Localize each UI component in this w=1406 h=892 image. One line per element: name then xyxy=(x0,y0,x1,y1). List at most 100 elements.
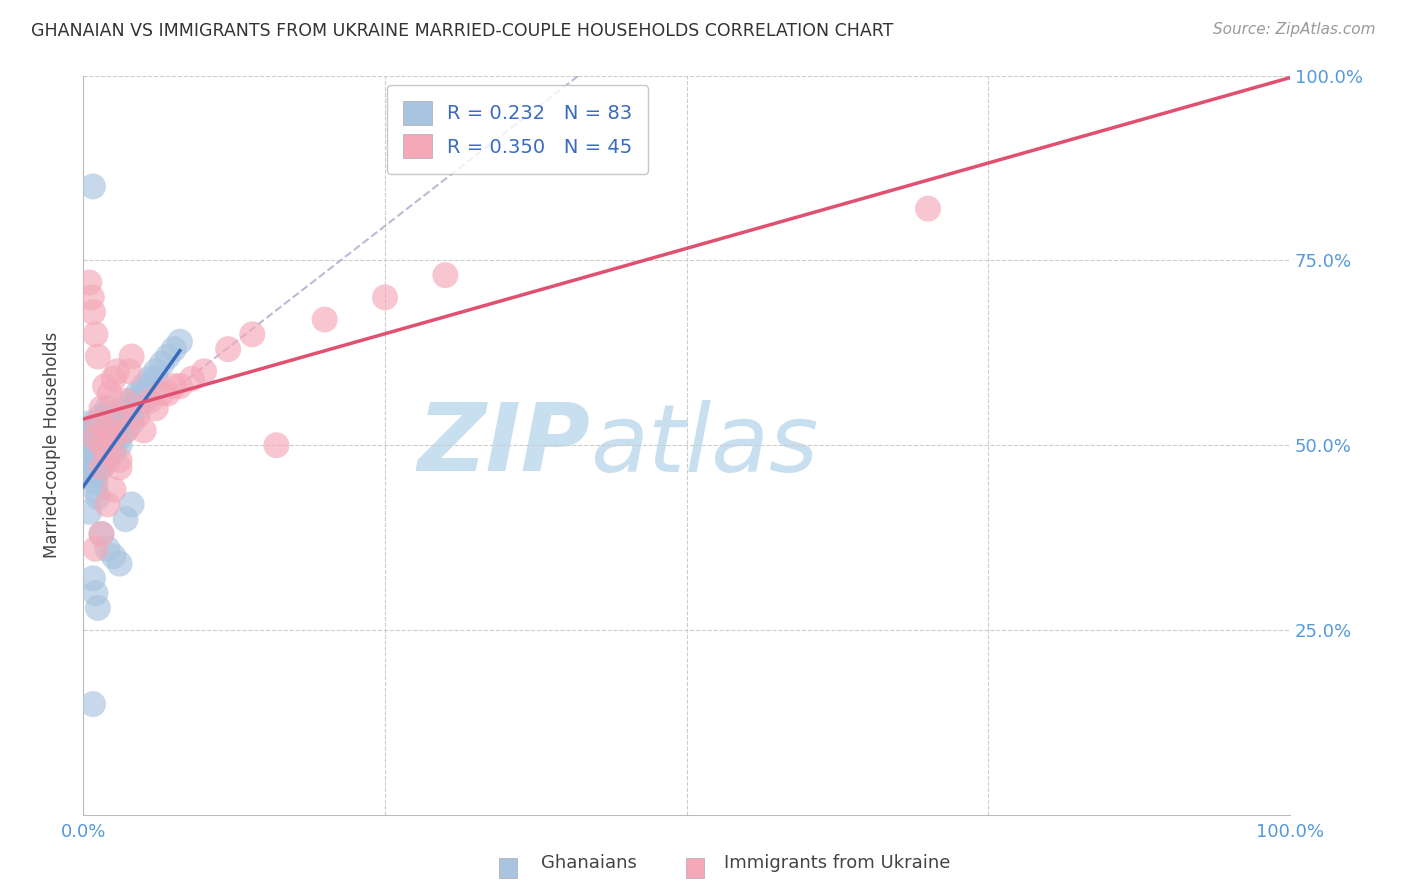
Point xyxy=(132,379,155,393)
Text: Immigrants from Ukraine: Immigrants from Ukraine xyxy=(724,855,950,872)
Y-axis label: Married-couple Households: Married-couple Households xyxy=(44,332,60,558)
Point xyxy=(96,409,118,423)
Point xyxy=(84,431,107,445)
Point xyxy=(132,386,155,401)
Point xyxy=(79,438,101,452)
Point xyxy=(108,431,131,445)
Point xyxy=(79,424,101,438)
Point xyxy=(84,445,107,459)
Point xyxy=(108,409,131,423)
Point xyxy=(114,416,136,430)
Point xyxy=(108,424,131,438)
Point xyxy=(105,364,128,378)
Text: Source: ZipAtlas.com: Source: ZipAtlas.com xyxy=(1212,22,1375,37)
Point xyxy=(121,393,143,408)
Point xyxy=(90,409,112,423)
Point xyxy=(118,364,141,378)
Point xyxy=(96,401,118,416)
Point xyxy=(108,409,131,423)
Point xyxy=(84,453,107,467)
Point xyxy=(96,445,118,459)
Point xyxy=(114,512,136,526)
Point xyxy=(103,438,125,452)
Point xyxy=(145,372,167,386)
Point xyxy=(150,386,173,401)
Point xyxy=(374,290,396,304)
Point xyxy=(108,438,131,452)
Point xyxy=(121,416,143,430)
Point xyxy=(90,401,112,416)
Point xyxy=(84,431,107,445)
Point xyxy=(127,393,149,408)
Point xyxy=(217,342,239,356)
Point xyxy=(103,483,125,497)
Point xyxy=(150,357,173,371)
Point xyxy=(84,475,107,490)
Point xyxy=(80,290,103,304)
Point xyxy=(114,393,136,408)
Point xyxy=(121,401,143,416)
Point xyxy=(96,424,118,438)
Point xyxy=(96,453,118,467)
Point xyxy=(79,445,101,459)
Point xyxy=(82,179,104,194)
Point xyxy=(96,431,118,445)
Point xyxy=(163,379,186,393)
Point xyxy=(156,350,179,364)
Point xyxy=(434,268,457,282)
Point xyxy=(132,424,155,438)
Point xyxy=(90,424,112,438)
Point xyxy=(127,409,149,423)
Point xyxy=(84,541,107,556)
Point xyxy=(90,460,112,475)
Text: ZIP: ZIP xyxy=(418,400,591,491)
Point xyxy=(84,438,107,452)
Point xyxy=(266,438,288,452)
Point xyxy=(145,401,167,416)
Point xyxy=(96,497,118,511)
Point xyxy=(90,431,112,445)
Point xyxy=(240,327,263,342)
Point xyxy=(138,372,160,386)
Point xyxy=(193,364,215,378)
Point xyxy=(82,305,104,319)
Point xyxy=(84,438,107,452)
Point xyxy=(79,276,101,290)
Point xyxy=(114,424,136,438)
Point xyxy=(121,350,143,364)
Point xyxy=(79,467,101,482)
Point xyxy=(90,416,112,430)
Point xyxy=(96,424,118,438)
Point xyxy=(84,424,107,438)
Point xyxy=(108,460,131,475)
Point xyxy=(121,497,143,511)
Point xyxy=(108,416,131,430)
Point xyxy=(87,416,110,430)
Point xyxy=(79,431,101,445)
Point xyxy=(181,372,204,386)
Point xyxy=(114,409,136,423)
Point xyxy=(96,541,118,556)
Point xyxy=(163,342,186,356)
Point xyxy=(84,483,107,497)
Point xyxy=(121,409,143,423)
Point xyxy=(127,386,149,401)
Point xyxy=(103,416,125,430)
Point xyxy=(917,202,939,216)
Point xyxy=(108,453,131,467)
Point xyxy=(87,490,110,504)
Point xyxy=(114,401,136,416)
Point xyxy=(90,438,112,452)
Text: atlas: atlas xyxy=(591,400,818,491)
Point xyxy=(79,416,101,430)
Point xyxy=(96,438,118,452)
Point xyxy=(82,697,104,711)
Point xyxy=(127,401,149,416)
Point xyxy=(103,372,125,386)
Point xyxy=(94,379,117,393)
Point xyxy=(90,438,112,452)
Point xyxy=(84,586,107,600)
Point xyxy=(87,350,110,364)
Point xyxy=(79,460,101,475)
Point xyxy=(103,431,125,445)
